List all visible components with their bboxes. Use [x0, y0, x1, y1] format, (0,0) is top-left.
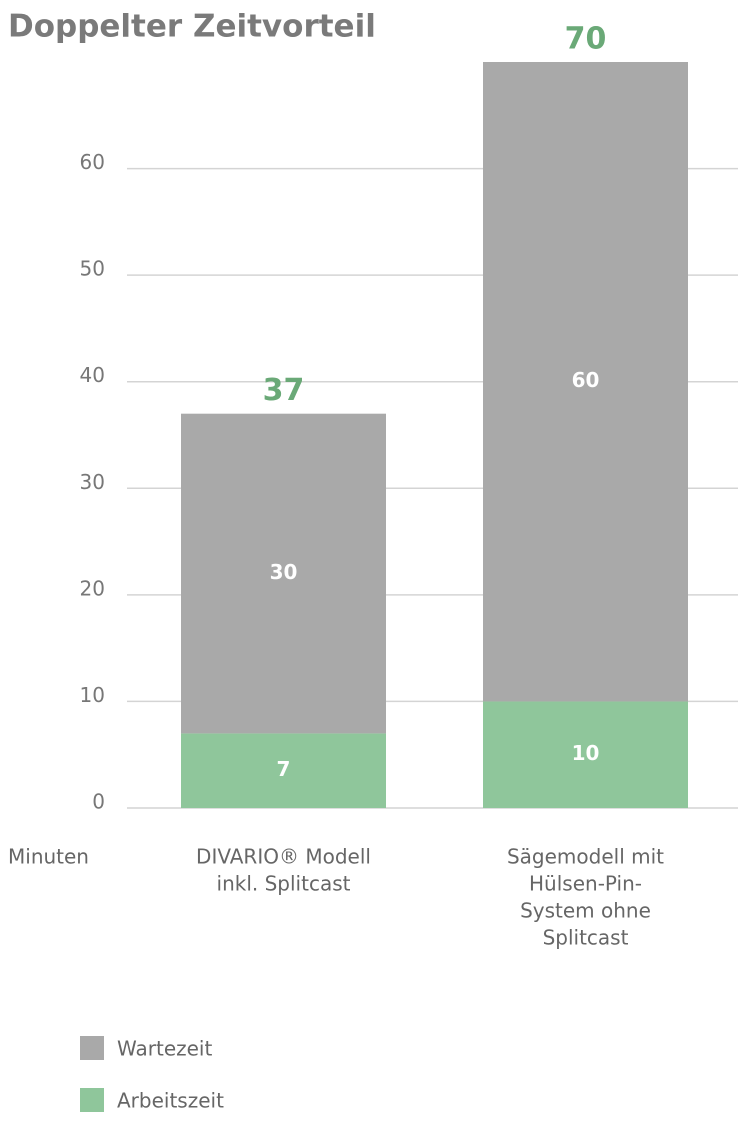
y-tick-label: 60 [80, 150, 105, 174]
y-tick-label: 0 [92, 790, 105, 814]
bar-segment [181, 733, 386, 808]
legend-label: Arbeitszeit [117, 1089, 224, 1113]
total-label: 37 [263, 373, 305, 408]
x-tick-label: Splitcast [543, 926, 629, 950]
bar-segment [483, 62, 688, 702]
legend-swatch [80, 1088, 104, 1112]
value-label: 30 [270, 560, 298, 584]
y-tick-label: 10 [80, 683, 105, 707]
y-tick-label: 20 [80, 576, 105, 600]
x-tick-label: DIVARIO® Modell [196, 845, 371, 869]
y-tick-label: 30 [80, 470, 105, 494]
y-axis-label: Minuten [8, 845, 89, 869]
bar-segment [181, 413, 386, 734]
value-label: 7 [277, 757, 291, 781]
x-tick-label: Hülsen-Pin- [529, 872, 642, 896]
value-label: 10 [572, 741, 600, 765]
value-label: 60 [572, 368, 600, 392]
x-tick-label: System ohne [520, 899, 651, 923]
y-tick-label: 40 [80, 363, 105, 387]
total-label: 70 [565, 22, 607, 57]
x-tick-label: inkl. Splitcast [217, 872, 351, 896]
y-tick-label: 50 [80, 257, 105, 281]
legend-swatch [80, 1036, 104, 1060]
x-tick-label: Sägemodell mit [507, 845, 664, 869]
legend-label: Wartezeit [117, 1037, 212, 1061]
chart-title: Doppelter Zeitvorteil [8, 9, 376, 45]
bar-segment [483, 701, 688, 808]
